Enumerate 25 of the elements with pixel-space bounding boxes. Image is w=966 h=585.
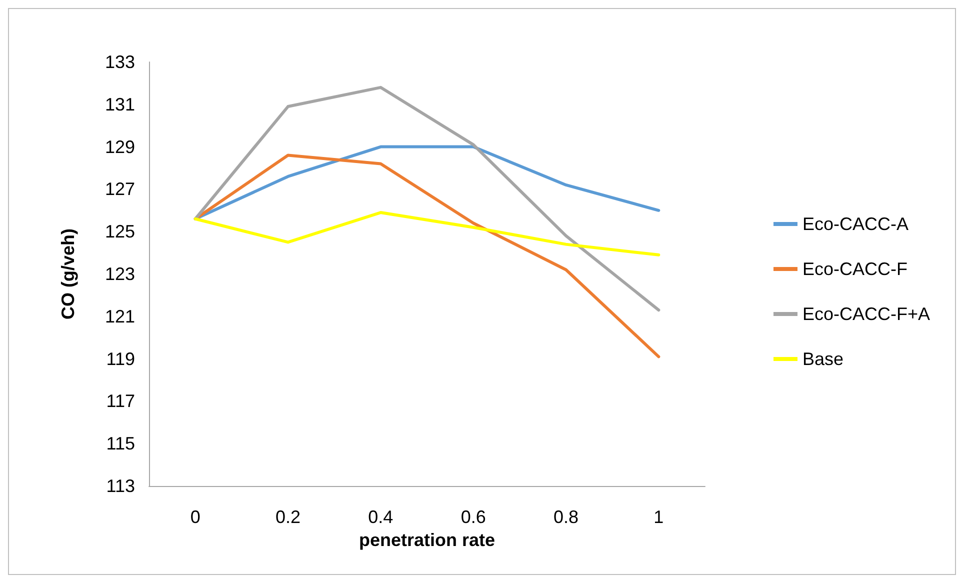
legend-label: Eco-CACC-F xyxy=(802,259,908,279)
y-tick-label: 129 xyxy=(104,136,135,157)
y-tick-label: 115 xyxy=(106,434,135,454)
y-tick-label: 125 xyxy=(104,222,135,242)
x-tick-label: 0.8 xyxy=(553,507,579,527)
x-tick-label: 0.6 xyxy=(460,507,486,527)
x-tick-label: 0.4 xyxy=(368,507,394,527)
y-tick-label: 121 xyxy=(104,306,135,326)
x-tick-label: 0 xyxy=(190,507,200,527)
x-tick-label: 1 xyxy=(654,507,664,527)
line-series xyxy=(194,211,660,256)
y-tick-label: 133 xyxy=(104,52,135,72)
legend-label: Eco-CACC-F+A xyxy=(802,304,930,324)
x-axis-title: penetration rate xyxy=(358,530,496,550)
y-tick-label: 113 xyxy=(106,476,135,496)
y-tick-label: 127 xyxy=(104,179,135,200)
x-tick-label: 0.2 xyxy=(275,507,301,527)
y-tick-label: 123 xyxy=(104,264,135,284)
legend-label: Base xyxy=(802,349,844,369)
line-series xyxy=(194,86,660,312)
y-tick-label: 117 xyxy=(106,391,135,412)
y-tick-label: 119 xyxy=(106,348,135,369)
legend-label: Eco-CACC-A xyxy=(802,214,908,234)
y-tick-label: 131 xyxy=(104,94,135,114)
y-axis-title: CO (g/veh) xyxy=(58,228,78,320)
